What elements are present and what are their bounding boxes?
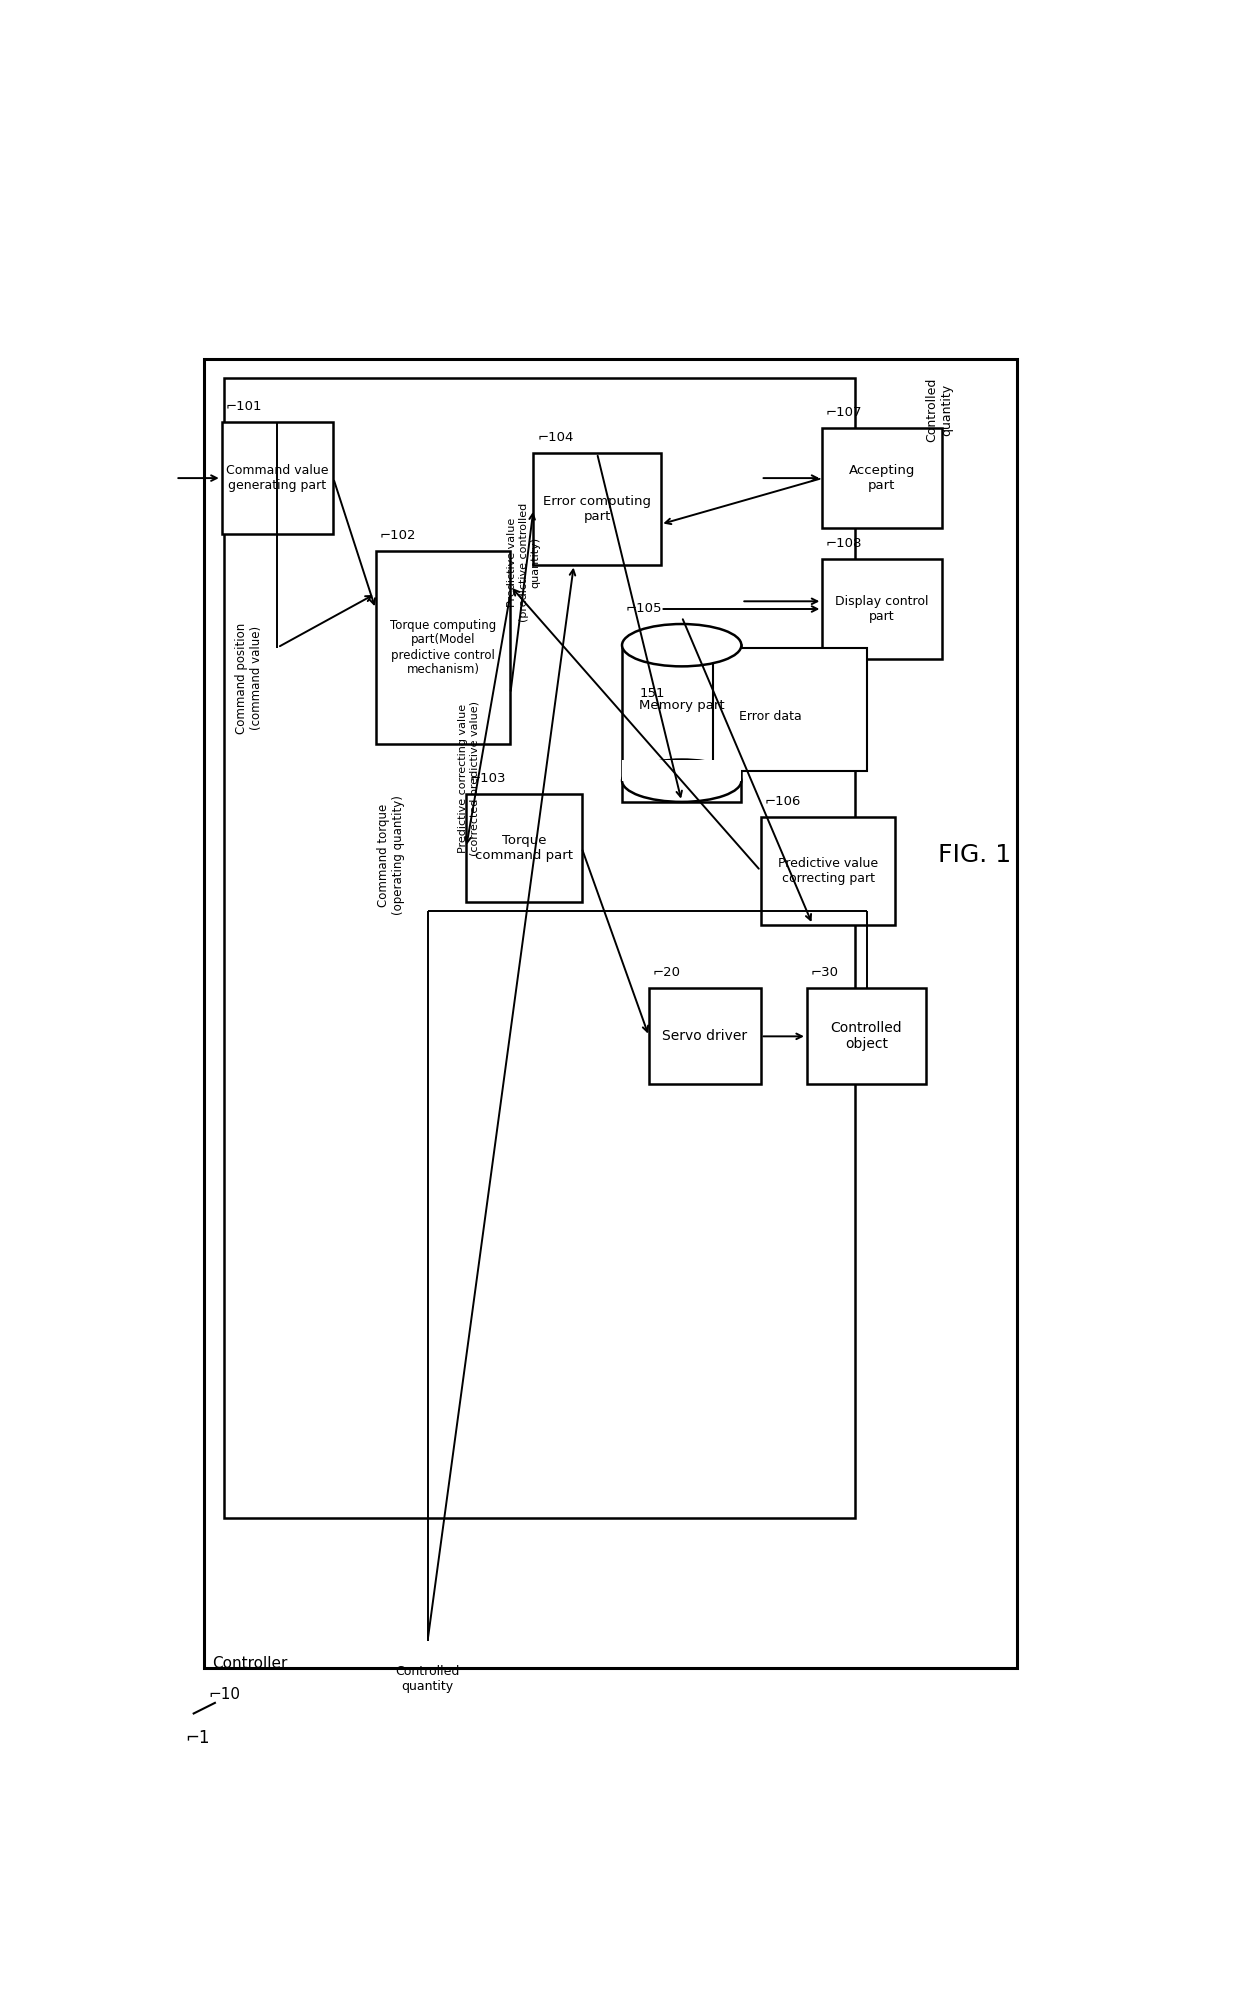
Bar: [822, 559, 941, 658]
Text: Display control
part: Display control part: [836, 595, 929, 622]
Text: Controlled
quantity: Controlled quantity: [925, 377, 954, 443]
Bar: [466, 794, 582, 902]
Text: ⌐10: ⌐10: [208, 1688, 241, 1702]
Text: ⌐101: ⌐101: [226, 401, 262, 413]
Text: Controlled
quantity: Controlled quantity: [396, 1666, 460, 1694]
Text: ⌐108: ⌐108: [826, 537, 863, 551]
Text: Predictive value
correcting part: Predictive value correcting part: [777, 856, 878, 886]
Bar: [622, 644, 742, 802]
Text: ⌐102: ⌐102: [379, 529, 415, 543]
Bar: [222, 423, 334, 535]
Bar: [205, 359, 1017, 1668]
Text: FIG. 1: FIG. 1: [937, 844, 1011, 868]
Text: Command torque
(operating quantity): Command torque (operating quantity): [377, 796, 404, 916]
Text: Memory part: Memory part: [639, 698, 724, 712]
Text: Accepting
part: Accepting part: [848, 465, 915, 493]
Text: ⌐107: ⌐107: [826, 405, 863, 419]
Text: Controller: Controller: [212, 1656, 288, 1672]
Text: Command position
(command value): Command position (command value): [234, 622, 263, 734]
Text: Controlled
object: Controlled object: [831, 1021, 903, 1051]
Text: Predictive value
(predictive controlled
quantity): Predictive value (predictive controlled …: [507, 503, 541, 622]
Text: Torque computing
part(Model
predictive control
mechanism): Torque computing part(Model predictive c…: [389, 618, 496, 676]
Bar: [822, 429, 941, 529]
Bar: [622, 760, 742, 780]
Text: Torque
command part: Torque command part: [475, 834, 573, 862]
Text: 151: 151: [640, 686, 665, 700]
Ellipse shape: [622, 760, 742, 802]
Text: Error computing
part: Error computing part: [543, 495, 651, 523]
Bar: [223, 377, 854, 1518]
Bar: [376, 551, 511, 744]
Bar: [649, 988, 760, 1085]
Ellipse shape: [622, 624, 742, 666]
Bar: [760, 816, 895, 926]
Text: ⌐103: ⌐103: [470, 772, 506, 784]
Text: ⌐1: ⌐1: [185, 1730, 210, 1748]
Text: Predictive correcting value
(corrected predictive value): Predictive correcting value (corrected p…: [459, 700, 480, 856]
Text: Error data: Error data: [739, 710, 801, 724]
Text: ⌐20: ⌐20: [652, 966, 681, 980]
Text: ⌐105: ⌐105: [626, 602, 662, 614]
Bar: [713, 648, 867, 770]
Text: ⌐30: ⌐30: [811, 966, 838, 980]
Bar: [807, 988, 926, 1085]
Text: Servo driver: Servo driver: [662, 1029, 748, 1043]
Text: ⌐106: ⌐106: [765, 794, 801, 808]
Text: Command value
generating part: Command value generating part: [226, 465, 329, 493]
Text: ⌐104: ⌐104: [537, 431, 574, 443]
Bar: [533, 453, 661, 565]
